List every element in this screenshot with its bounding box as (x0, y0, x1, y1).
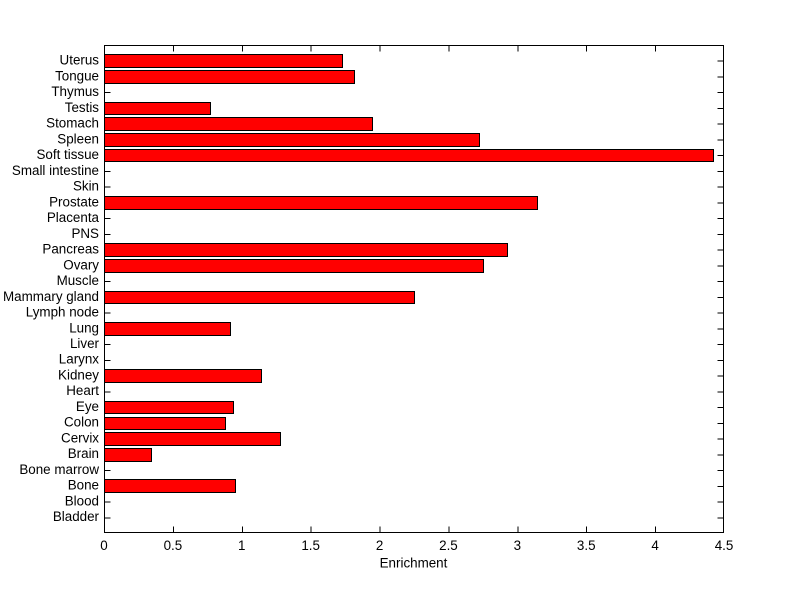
svg-text:Brain: Brain (68, 446, 99, 461)
svg-text:0: 0 (100, 538, 107, 553)
svg-text:Mammary gland: Mammary gland (3, 289, 99, 304)
svg-text:Blood: Blood (65, 493, 99, 508)
svg-text:Bone marrow: Bone marrow (19, 462, 99, 477)
svg-text:Lung: Lung (69, 320, 99, 335)
svg-text:0.5: 0.5 (164, 538, 183, 553)
svg-text:Liver: Liver (70, 336, 100, 351)
svg-text:Prostate: Prostate (49, 194, 99, 209)
svg-text:Eye: Eye (76, 399, 99, 414)
svg-text:2: 2 (376, 538, 383, 553)
svg-text:Testis: Testis (65, 100, 100, 115)
svg-text:Skin: Skin (73, 179, 99, 194)
svg-text:Small intestine: Small intestine (12, 163, 99, 178)
svg-text:Colon: Colon (64, 415, 99, 430)
svg-text:Lymph node: Lymph node (26, 305, 99, 320)
svg-text:PNS: PNS (71, 226, 99, 241)
svg-text:Muscle: Muscle (57, 273, 99, 288)
svg-text:Tongue: Tongue (55, 68, 99, 83)
svg-text:Soft tissue: Soft tissue (36, 147, 99, 162)
svg-text:4.5: 4.5 (715, 538, 734, 553)
svg-text:3: 3 (514, 538, 521, 553)
svg-text:Thymus: Thymus (51, 84, 99, 99)
svg-text:Cervix: Cervix (61, 430, 99, 445)
svg-text:Enrichment: Enrichment (380, 555, 448, 570)
svg-text:Spleen: Spleen (57, 131, 99, 146)
svg-text:Uterus: Uterus (60, 53, 100, 68)
svg-text:Bladder: Bladder (53, 509, 100, 524)
svg-text:Stomach: Stomach (46, 116, 99, 131)
svg-text:Heart: Heart (66, 383, 99, 398)
svg-text:Ovary: Ovary (63, 257, 99, 272)
svg-text:3.5: 3.5 (577, 538, 596, 553)
svg-text:Bone: Bone (68, 478, 99, 493)
svg-text:Larynx: Larynx (59, 352, 99, 367)
svg-text:Pancreas: Pancreas (42, 242, 99, 257)
svg-text:Placenta: Placenta (47, 210, 100, 225)
svg-text:1: 1 (238, 538, 245, 553)
svg-text:Kidney: Kidney (58, 367, 99, 382)
svg-text:4: 4 (651, 538, 659, 553)
svg-text:2.5: 2.5 (439, 538, 458, 553)
svg-text:1.5: 1.5 (301, 538, 320, 553)
